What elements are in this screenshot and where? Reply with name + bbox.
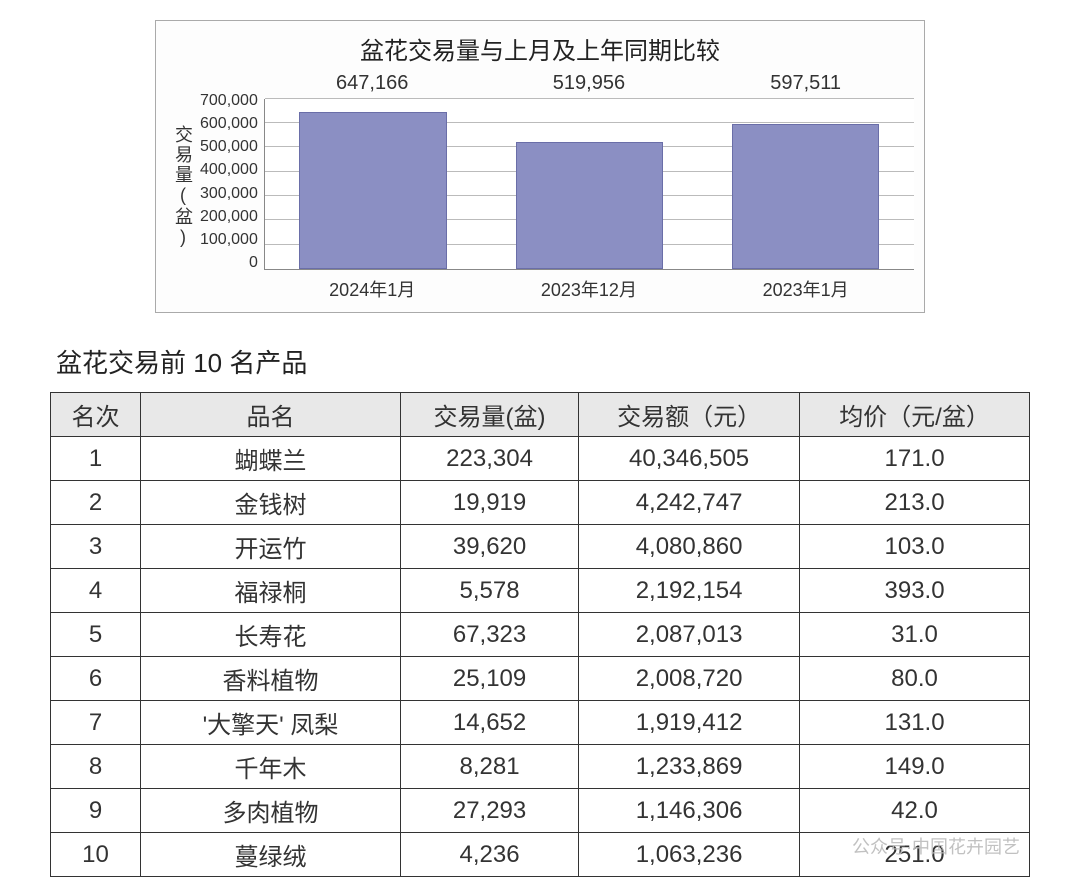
table-row: 8千年木8,2811,233,869149.0 [51,745,1030,789]
table-cell: 8 [51,745,141,789]
table-cell: 2 [51,481,141,525]
bar [516,142,663,269]
bar-slot [698,99,914,269]
bar-slot [481,99,697,269]
y-tick: 200,000 [200,208,258,226]
bar-chart: 盆花交易量与上月及上年同期比较 交易量(盆) 700,000 600,000 5… [155,20,925,313]
table-cell: 25,109 [401,657,579,701]
table-cell: 131.0 [800,701,1030,745]
table-cell: 14,652 [401,701,579,745]
table-row: 10蔓绿绒4,2361,063,236251.0 [51,833,1030,877]
chart-title: 盆花交易量与上月及上年同期比较 [166,31,914,66]
table-cell: 213.0 [800,481,1030,525]
table-cell: 4,080,860 [579,525,800,569]
table-cell: 251.0 [800,833,1030,877]
table-body: 1蝴蝶兰223,30440,346,505171.02金钱树19,9194,24… [51,437,1030,877]
x-tick: 2023年1月 [697,276,914,302]
x-axis-ticks: 2024年1月 2023年12月 2023年1月 [264,276,914,302]
plot-wrap: 647,166 519,956 597,511 2024年1月 2023年12月… [264,72,914,302]
bar [732,124,879,269]
table-row: 7'大擎天' 凤梨14,6521,919,412131.0 [51,701,1030,745]
bar-value: 519,956 [481,72,698,99]
bar-slot [265,99,481,269]
table-cell: 蝴蝶兰 [141,437,401,481]
table-cell: 8,281 [401,745,579,789]
table-row: 2金钱树19,9194,242,747213.0 [51,481,1030,525]
table-cell: 10 [51,833,141,877]
table-cell: 1 [51,437,141,481]
table-cell: 千年木 [141,745,401,789]
y-axis-label: 交易量(盆) [166,72,200,302]
table-cell: 7 [51,701,141,745]
y-tick: 700,000 [200,92,258,110]
table-cell: 223,304 [401,437,579,481]
table-cell: 香料植物 [141,657,401,701]
col-header-volume: 交易量(盆) [401,393,579,437]
table-cell: 4,242,747 [579,481,800,525]
table-row: 4福禄桐5,5782,192,154393.0 [51,569,1030,613]
table-cell: 4 [51,569,141,613]
table-cell: 多肉植物 [141,789,401,833]
table-cell: 1,919,412 [579,701,800,745]
table-cell: 5 [51,613,141,657]
table-cell: 42.0 [800,789,1030,833]
table-row: 1蝴蝶兰223,30440,346,505171.0 [51,437,1030,481]
top10-table: 名次 品名 交易量(盆) 交易额（元） 均价（元/盆） 1蝴蝶兰223,3044… [50,392,1030,877]
y-tick: 0 [249,254,258,272]
table-cell: 金钱树 [141,481,401,525]
table-cell: 27,293 [401,789,579,833]
table-cell: 80.0 [800,657,1030,701]
chart-body: 交易量(盆) 700,000 600,000 500,000 400,000 3… [166,72,914,302]
table-cell: 171.0 [800,437,1030,481]
table-cell: 393.0 [800,569,1030,613]
bars-layer [265,99,914,269]
table-cell: 19,919 [401,481,579,525]
table-row: 3开运竹39,6204,080,860103.0 [51,525,1030,569]
y-tick: 100,000 [200,231,258,249]
col-header-rank: 名次 [51,393,141,437]
table-cell: 2,192,154 [579,569,800,613]
table-header-row: 名次 品名 交易量(盆) 交易额（元） 均价（元/盆） [51,393,1030,437]
table-cell: 开运竹 [141,525,401,569]
table-title: 盆花交易前 10 名产品 [56,343,1030,380]
table-cell: 福禄桐 [141,569,401,613]
table-row: 5长寿花67,3232,087,01331.0 [51,613,1030,657]
table-cell: 67,323 [401,613,579,657]
table-cell: 6 [51,657,141,701]
x-tick: 2023年12月 [481,276,698,302]
bar-value: 647,166 [264,72,481,99]
table-cell: 1,146,306 [579,789,800,833]
x-tick: 2024年1月 [264,276,481,302]
y-tick: 400,000 [200,161,258,179]
bar [299,112,446,270]
col-header-amount: 交易额（元） [579,393,800,437]
y-axis-ticks: 700,000 600,000 500,000 400,000 300,000 … [200,92,264,272]
table-cell: 2,087,013 [579,613,800,657]
table-cell: 长寿花 [141,613,401,657]
table-cell: 9 [51,789,141,833]
table-cell: 31.0 [800,613,1030,657]
y-tick: 600,000 [200,115,258,133]
table-cell: 4,236 [401,833,579,877]
table-cell: 103.0 [800,525,1030,569]
table-cell: 39,620 [401,525,579,569]
table-row: 6香料植物25,1092,008,72080.0 [51,657,1030,701]
table-cell: 1,063,236 [579,833,800,877]
y-tick: 300,000 [200,185,258,203]
table-cell: 40,346,505 [579,437,800,481]
bar-value-labels: 647,166 519,956 597,511 [264,72,914,99]
table-cell: 1,233,869 [579,745,800,789]
table-row: 9多肉植物27,2931,146,30642.0 [51,789,1030,833]
plot-area [264,99,914,270]
table-cell: 3 [51,525,141,569]
table-cell: 5,578 [401,569,579,613]
bar-value: 597,511 [697,72,914,99]
col-header-name: 品名 [141,393,401,437]
table-cell: 2,008,720 [579,657,800,701]
table-cell: 149.0 [800,745,1030,789]
table-cell: '大擎天' 凤梨 [141,701,401,745]
table-cell: 蔓绿绒 [141,833,401,877]
y-tick: 500,000 [200,138,258,156]
col-header-avg: 均价（元/盆） [800,393,1030,437]
